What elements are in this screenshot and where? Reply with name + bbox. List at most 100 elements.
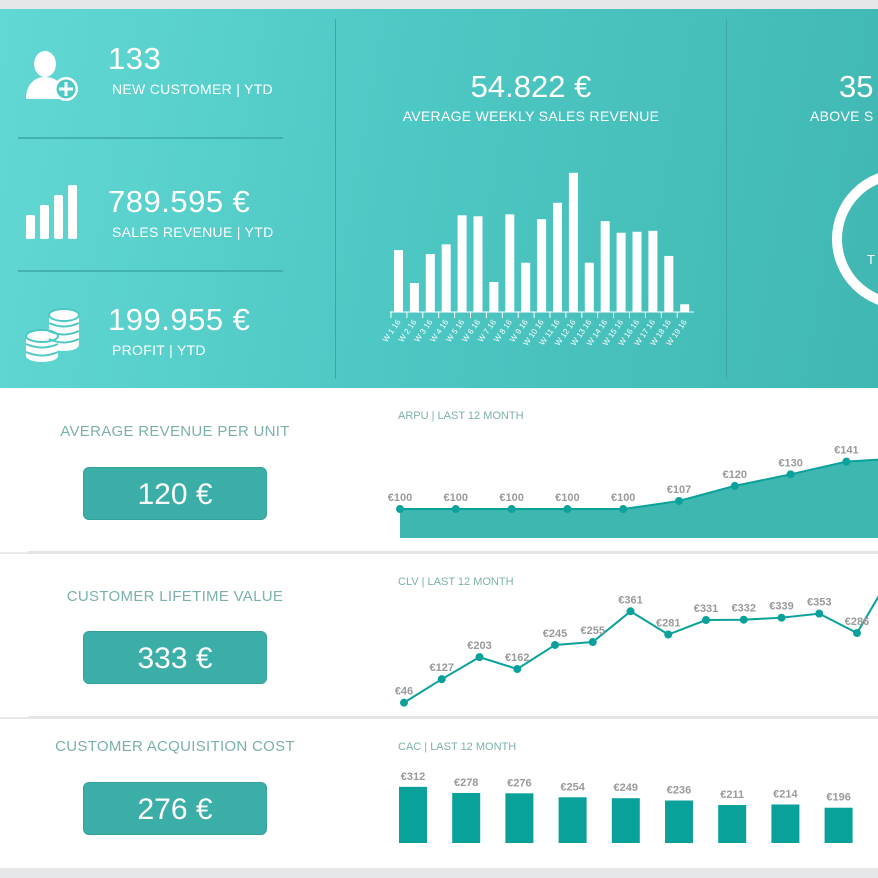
- data-point: [551, 640, 559, 649]
- data-label: €353: [807, 597, 831, 609]
- bar: [394, 250, 403, 312]
- data-label: €286: [845, 616, 869, 628]
- coins-icon: [25, 308, 80, 362]
- section-divider: [28, 716, 878, 719]
- data-label: €255: [581, 625, 605, 637]
- data-label: €245: [543, 628, 567, 640]
- profit-value: 199.955 €: [108, 302, 251, 337]
- cac-panel: CUSTOMER ACQUISITION COST 276 € CAC | LA…: [0, 719, 878, 868]
- cac-bar-chart: €312 €278 €276 €254 €249 €236 €211 €214 €196: [399, 771, 853, 843]
- data-point: [451, 505, 460, 514]
- clv-panel: CUSTOMER LIFETIME VALUE 333 € CLV | LAST…: [0, 554, 878, 717]
- bar: [553, 202, 562, 312]
- bar: [521, 262, 531, 312]
- bar-chart-icon: [26, 185, 77, 239]
- clv-value-box: 333 €: [83, 631, 267, 684]
- data-point: [675, 496, 683, 505]
- data-label: €278: [454, 777, 478, 789]
- bar: [505, 214, 515, 312]
- cac-title: CUSTOMER ACQUISITION COST: [55, 738, 295, 755]
- bar: [600, 221, 610, 312]
- data-label: €100: [388, 492, 412, 504]
- data-point: [400, 698, 408, 707]
- arpu-chart-title: ARPU | LAST 12 MONTH: [398, 410, 524, 422]
- bar: [473, 216, 483, 312]
- data-label: €141: [834, 445, 858, 457]
- data-label: €130: [778, 457, 802, 469]
- line: [400, 458, 878, 511]
- data-label: €312: [401, 771, 425, 783]
- data-label: €332: [732, 603, 756, 615]
- data-point: [777, 613, 786, 622]
- target-gauge: [832, 169, 878, 309]
- data-label: €211: [720, 789, 744, 801]
- clv-line-chart: €46 €127 €203 €162 €245 €255 €361 €281 €331 €332 €…: [395, 594, 878, 707]
- data-point: [842, 457, 851, 466]
- data-label: €107: [667, 484, 691, 496]
- divider: [335, 19, 336, 379]
- weekly-sales-value: 54.822 €: [470, 69, 592, 104]
- bar: [489, 282, 499, 312]
- bar: [441, 244, 451, 312]
- clv-title: CUSTOMER LIFETIME VALUE: [66, 588, 284, 605]
- data-label: €214: [773, 788, 798, 800]
- bar: [648, 230, 658, 312]
- bar: [568, 172, 578, 312]
- bar: [457, 215, 467, 312]
- bar: [505, 793, 534, 843]
- data-point: [664, 630, 673, 639]
- data-label: €162: [505, 652, 529, 664]
- data-point: [815, 609, 824, 618]
- new-customer-label: NEW CUSTOMER | YTD: [112, 81, 273, 97]
- data-label: €100: [499, 492, 523, 504]
- arpu-title: AVERAGE REVENUE PER UNIT: [60, 423, 290, 440]
- data-label: €100: [611, 492, 635, 504]
- arpu-panel: AVERAGE REVENUE PER UNIT 120 € ARPU | LA…: [0, 388, 878, 552]
- data-label: €100: [444, 492, 468, 504]
- kpi-header-panel: 133 NEW CUSTOMER | YTD 789.595 € SALES R…: [0, 9, 878, 388]
- bar: [611, 798, 640, 843]
- data-label: €339: [769, 601, 793, 613]
- bar: [537, 219, 547, 312]
- bar: [824, 807, 853, 843]
- weekly-sales-bar-chart: W 1 16W 2 16W 3 16W 4 16W 5 16W 6 16W 7 …: [381, 172, 694, 348]
- top-strip: [0, 0, 878, 9]
- bar: [616, 232, 626, 312]
- data-point: [739, 615, 748, 624]
- data-point: [507, 505, 516, 514]
- bottom-strip: [0, 868, 878, 878]
- data-point: [619, 505, 628, 514]
- sales-revenue-label: SALES REVENUE | YTD: [112, 224, 274, 240]
- data-label: €203: [467, 640, 491, 652]
- data-label: €46: [395, 686, 413, 698]
- sales-revenue-value: 789.595 €: [108, 184, 251, 219]
- bar: [718, 805, 747, 843]
- data-point: [786, 470, 795, 479]
- data-point: [563, 505, 572, 514]
- bar: [664, 255, 674, 312]
- area: [400, 459, 878, 538]
- right-kpi-value: 35: [839, 69, 874, 104]
- bar: [425, 254, 435, 312]
- data-point: [475, 653, 484, 662]
- data-label: €196: [826, 792, 850, 804]
- bar: [399, 786, 427, 843]
- data-label: €276: [507, 777, 531, 789]
- bar: [584, 262, 594, 312]
- data-label: €281: [656, 618, 680, 630]
- data-point: [730, 481, 739, 490]
- data-point: [437, 675, 446, 684]
- data-label: €254: [560, 781, 585, 793]
- data-point: [853, 629, 861, 638]
- data-point: [626, 607, 635, 616]
- bar: [771, 804, 800, 843]
- weekly-sales-label: AVERAGE WEEKLY SALES REVENUE: [402, 108, 660, 124]
- bar: [632, 231, 642, 312]
- bar: [558, 797, 587, 843]
- data-label: €236: [667, 785, 691, 797]
- divider: [18, 137, 283, 139]
- line: [403, 595, 878, 704]
- data-label: €100: [555, 492, 579, 504]
- section-divider: [28, 551, 878, 554]
- arpu-area-chart: €100 €100 €100 €100 €100 €107 €120 €130 €141: [388, 445, 878, 538]
